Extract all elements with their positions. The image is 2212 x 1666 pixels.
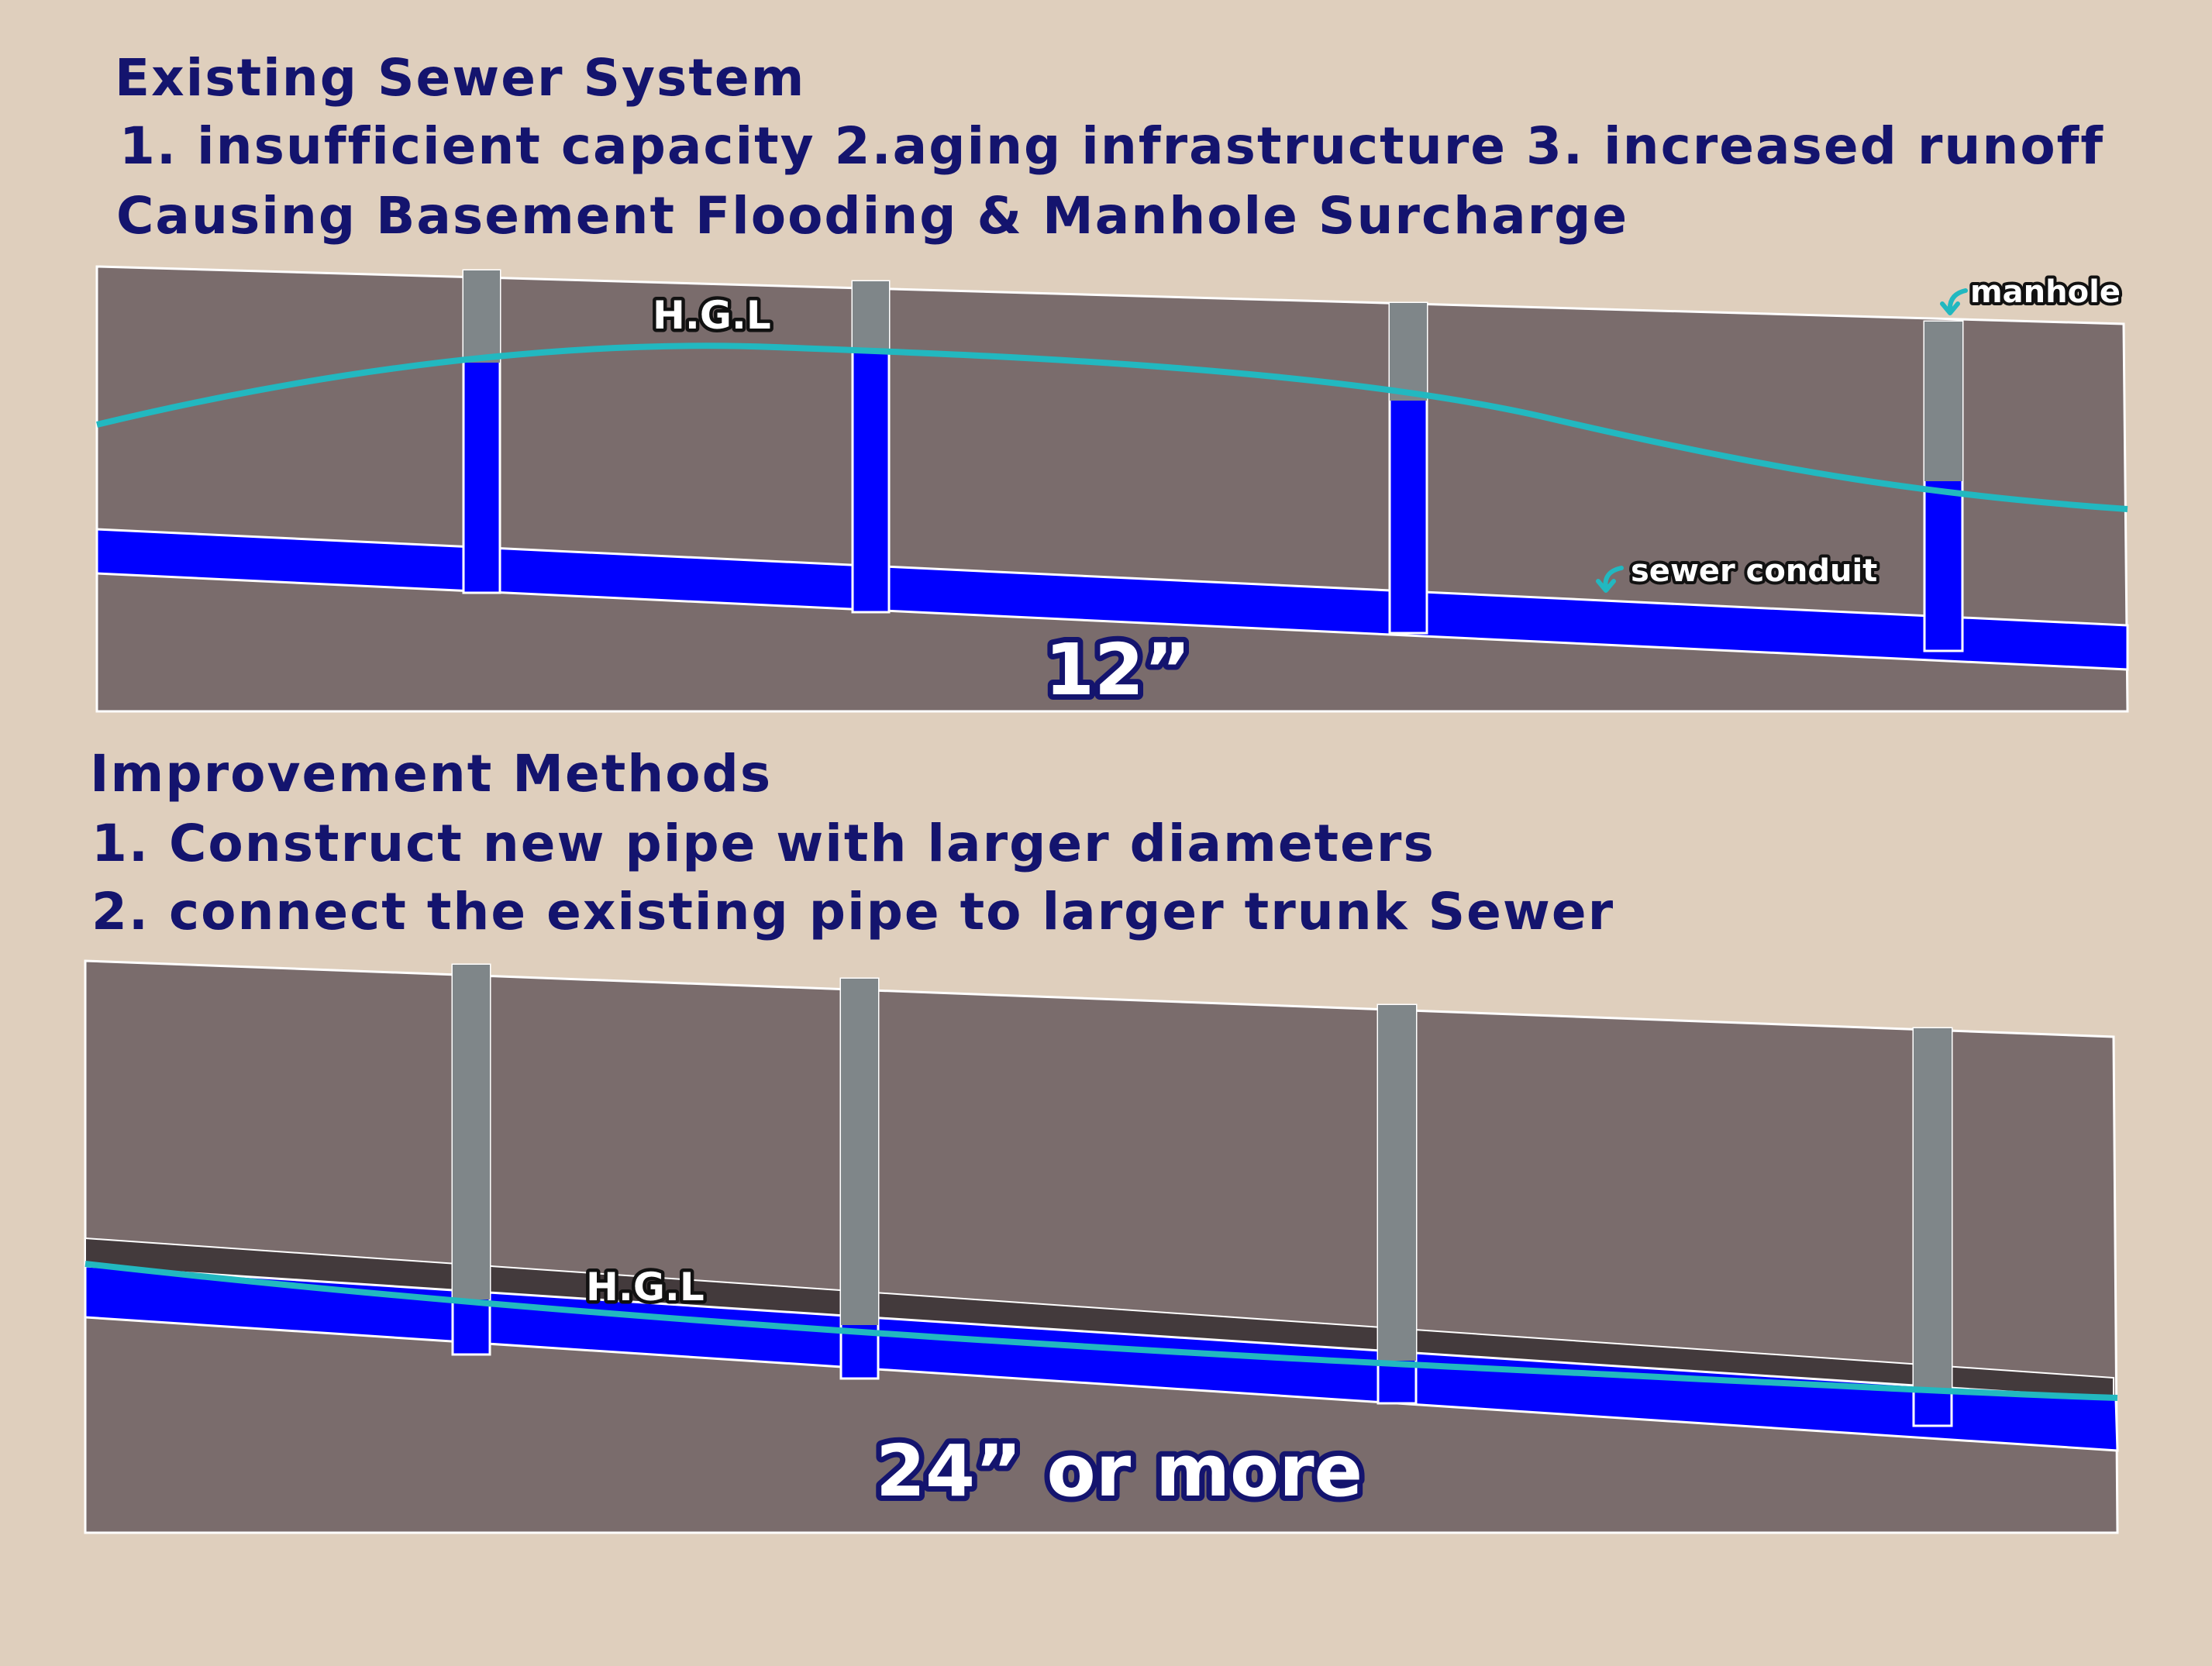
curved-arrow-icon xyxy=(1596,566,1624,593)
improvement-title: Improvement Methods xyxy=(90,744,773,804)
existing-manholes xyxy=(462,269,1964,652)
existing-consequence: Causing Basement Flooding & Manhole Surc… xyxy=(116,186,1629,246)
manhole-label: manhole xyxy=(1970,274,2121,310)
existing-hgl-label: H.G.L xyxy=(653,293,771,338)
improved-profile: H.G.L 24” or more xyxy=(84,959,2119,1534)
manhole xyxy=(1912,1027,1953,1427)
manhole xyxy=(1388,301,1428,635)
existing-problems: 1. insufficient capacity 2.aging infrast… xyxy=(119,116,2105,176)
existing-hgl-line xyxy=(96,342,2128,512)
improved-hgl-line xyxy=(84,1261,2118,1401)
existing-title: Existing Sewer System xyxy=(115,48,806,108)
existing-sewer-conduit xyxy=(95,528,2129,671)
improvement-method-2: 2. connect the existing pipe to larger t… xyxy=(91,882,1615,941)
manhole xyxy=(1923,320,1964,652)
improved-hgl-label: H.G.L xyxy=(586,1265,705,1310)
curved-arrow-icon xyxy=(1940,288,1968,315)
improved-manholes xyxy=(451,963,1953,1427)
existing-profile: H.G.L manhole sewer conduit 12” xyxy=(95,265,2129,717)
manhole xyxy=(462,269,501,594)
existing-pipe-size: 12” xyxy=(1045,628,1191,711)
improved-pipe-size: 24” or more xyxy=(876,1430,1363,1513)
improvement-method-1: 1. Construct new pipe with larger diamet… xyxy=(91,814,1435,873)
manhole xyxy=(1376,1003,1418,1405)
manhole xyxy=(839,977,880,1380)
manhole xyxy=(451,963,491,1356)
manhole xyxy=(851,280,891,614)
sewer-conduit-label: sewer conduit xyxy=(1631,553,1877,589)
